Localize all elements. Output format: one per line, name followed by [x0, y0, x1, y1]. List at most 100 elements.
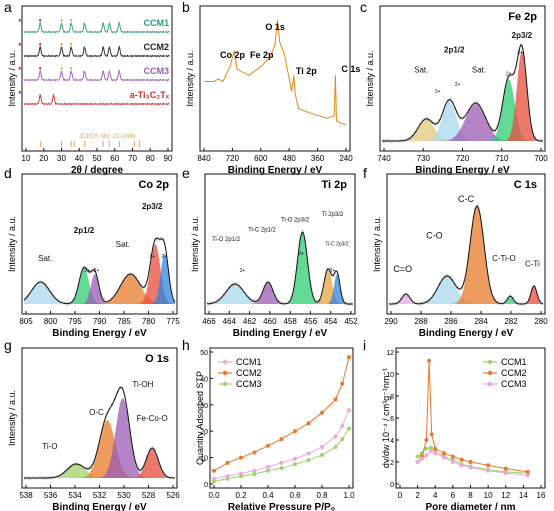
x-tick-label: 464 — [223, 317, 237, 326]
peak-label: Sat. — [472, 66, 486, 75]
x-tick-label: 536 — [44, 491, 58, 500]
x-tick-label: 780 — [142, 317, 156, 326]
x-tick-label: 460 — [263, 317, 277, 326]
data-point — [306, 421, 311, 426]
peak-label: Sat. — [38, 254, 52, 263]
x-tick-label: 2 — [415, 491, 420, 500]
panel-h: h 0.0 0.2 0.4 0.6 0.8 1.0 Relative Pressure P/P… — [182, 337, 355, 511]
x-axis-label: Binding Energy / eV — [52, 328, 147, 339]
x-tick-label: 286 — [444, 317, 458, 326]
peak-label: 2+ — [330, 268, 336, 274]
panel-d: d 805 800 795 790 785 780 775 Binding Energy / e… — [4, 165, 180, 339]
x-tick-label: 805 — [19, 317, 33, 326]
survey-curve — [204, 19, 347, 125]
fit-component-3 — [389, 296, 543, 304]
peak-label: Ti-C 2p3/2 — [325, 241, 348, 247]
peak-label: Fe 2p — [250, 50, 274, 60]
peak-label: 2+ — [506, 72, 512, 78]
fit-component-2 — [389, 206, 543, 304]
plot-frame — [386, 173, 546, 315]
fit-envelope — [389, 205, 544, 305]
y-axis-label: Intensity / a.u. — [190, 216, 200, 272]
peak-label: Ti 2p — [296, 66, 317, 76]
x-tick-label: 0 — [398, 491, 403, 500]
data-point — [525, 469, 530, 474]
panel-g: g 538 536 534 532 530 528 526 Binding Energy / e… — [4, 337, 180, 511]
y-tick-label: 10 — [200, 456, 208, 463]
fit-envelope — [24, 386, 175, 479]
peak-label: Ti-C 2p1/2 — [248, 227, 276, 233]
legend-marker — [487, 381, 493, 387]
x-axis-label: Binding Energy / eV — [52, 502, 147, 511]
peak-label: Ti-OH — [132, 380, 153, 389]
x-tick-label: 90 — [164, 154, 173, 163]
panel-i: i 0 2 4 6 8 10 12 14 16 Pore diameter / nm dv/dw 10… — [363, 337, 546, 511]
panel-title: Fe 2p — [508, 11, 537, 23]
isotherm-2 — [213, 428, 350, 482]
y-tick-label: 12 — [386, 350, 394, 357]
x-tick-label: 16 — [537, 491, 546, 500]
legend-label: CCM1 — [143, 18, 169, 28]
y-tick-label: 2 — [390, 460, 394, 467]
x-tick-label: 0.2 — [235, 491, 247, 500]
x-tick-label: 10 — [484, 491, 493, 500]
legend-label: CCM3 — [236, 379, 262, 389]
peak-marker: ♦ — [39, 18, 42, 24]
peak-label: 2p1/2 — [74, 226, 95, 235]
x-tick-label: 6 — [451, 491, 456, 500]
fit-component-0 — [207, 284, 353, 304]
fit-component-3 — [382, 79, 543, 141]
peak-label: 3+ — [149, 254, 155, 260]
x-tick-label: 840 — [197, 154, 211, 163]
panel-letter: h — [182, 337, 190, 353]
data-point — [486, 463, 491, 468]
data-point — [420, 456, 425, 461]
data-point — [442, 455, 447, 460]
y-tick-label: 8 — [390, 394, 394, 401]
fit-component-3 — [24, 448, 175, 478]
data-point — [459, 457, 464, 462]
data-point — [212, 479, 216, 484]
peak-label: O-C — [89, 408, 104, 417]
peak-marker: ♦ — [70, 18, 73, 24]
legend-label: CCM3 — [143, 66, 169, 76]
data-point — [293, 429, 297, 434]
x-tick-label: 40 — [75, 154, 84, 163]
data-point — [252, 468, 257, 473]
legend-marker — [222, 359, 228, 365]
data-point — [279, 466, 284, 471]
x-tick-label: 282 — [504, 317, 518, 326]
xrd-curve-0 — [23, 20, 170, 34]
peak-label: 2+ — [162, 254, 168, 260]
x-tick-label: 456 — [304, 317, 318, 326]
x-tick-label: 288 — [414, 317, 428, 326]
x-axis-label: Binding Energy / eV — [228, 165, 323, 176]
fit-component-4 — [207, 274, 353, 304]
peak-marker: ♦ — [18, 18, 21, 24]
data-point — [320, 445, 324, 450]
panel-letter: f — [363, 165, 367, 181]
y-axis-label: Intensity / a.u. — [365, 50, 375, 106]
x-tick-label: 785 — [117, 317, 131, 326]
x-tick-label: 4 — [433, 491, 438, 500]
panel-letter: g — [4, 337, 12, 353]
x-tick-label: 454 — [324, 317, 338, 326]
data-point — [252, 471, 257, 476]
panel-letter: i — [363, 337, 366, 353]
x-tick-label: 532 — [93, 491, 107, 500]
x-tick-label: 12 — [501, 491, 510, 500]
data-point — [486, 468, 491, 473]
data-point — [266, 468, 270, 473]
peak-label: 2+ — [455, 82, 461, 88]
peak-marker: ♦ — [60, 18, 63, 24]
y-axis-label: Intensity / a.u. — [372, 216, 382, 272]
peak-label: C-C — [458, 194, 474, 204]
x-tick-label: 0.4 — [262, 491, 274, 500]
y-tick-label: 4 — [390, 438, 394, 445]
x-tick-label: 790 — [93, 317, 107, 326]
x-axis-label: Binding Energy / eV — [415, 165, 510, 176]
x-tick-label: 0.6 — [289, 491, 301, 500]
peak-label: Ti 2p3/2 — [322, 212, 344, 218]
peak-label: C-Ti — [525, 259, 540, 268]
fit-component-0 — [24, 282, 175, 304]
